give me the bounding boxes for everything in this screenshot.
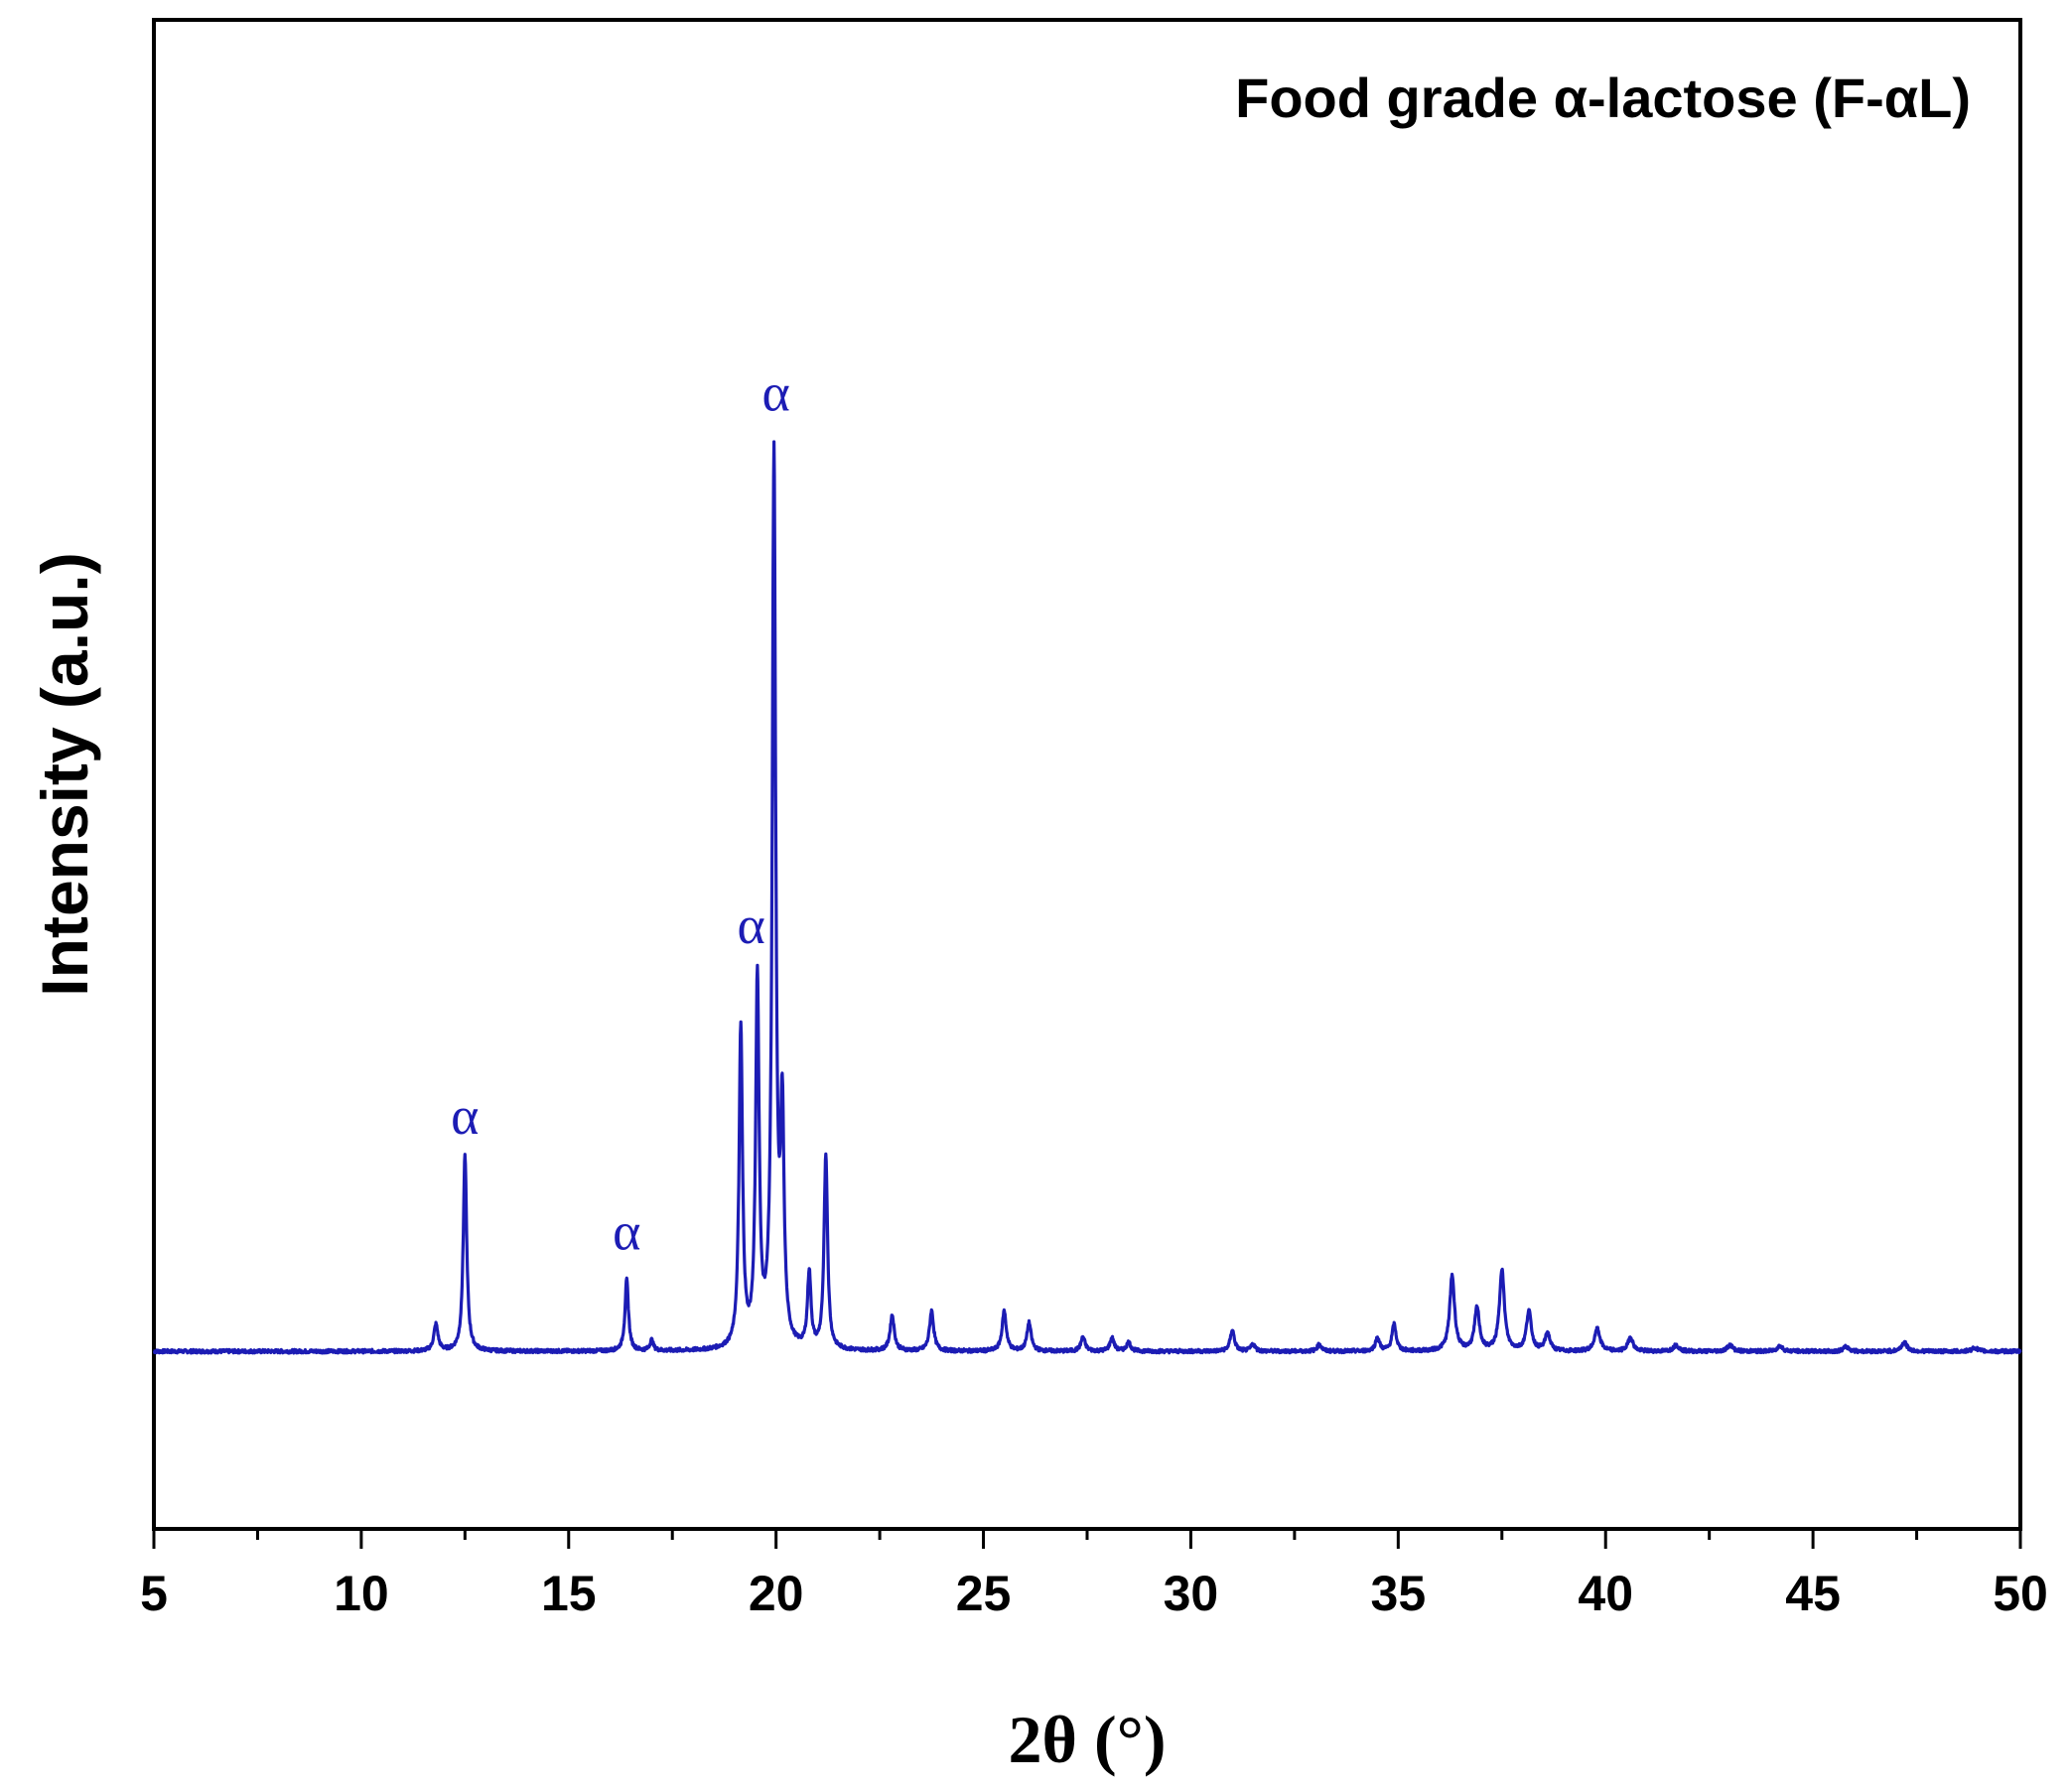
x-axis-tick-labels: 5 10 15 20 25 30 35 40 45 50 (140, 1566, 2048, 1621)
x-tick-label: 45 (1785, 1566, 1841, 1621)
x-tick-label: 50 (1993, 1566, 2048, 1621)
plot-frame (152, 18, 2022, 1531)
x-tick-label: 25 (956, 1566, 1012, 1621)
x-tick-label: 10 (334, 1566, 389, 1621)
x-tick-label: 5 (140, 1566, 168, 1621)
x-tick-label: 20 (749, 1566, 804, 1621)
y-axis-label: Intensity (a.u.) (28, 552, 101, 996)
alpha-peak-label: α (451, 1086, 479, 1146)
x-axis-label: 2θ (°) (1009, 1702, 1167, 1777)
x-tick-label: 35 (1371, 1566, 1427, 1621)
alpha-peak-label: α (613, 1201, 640, 1261)
alpha-peak-label: α (737, 896, 764, 955)
x-tick-label: 15 (541, 1566, 597, 1621)
x-tick-label: 30 (1164, 1566, 1219, 1621)
peak-annotations: α α α α (451, 362, 790, 1261)
x-axis-ticks (152, 1529, 2022, 1549)
alpha-peak-label: α (762, 362, 790, 422)
chart-title: Food grade α-lactose (F-αL) (1235, 67, 1971, 129)
x-tick-label: 40 (1578, 1566, 1633, 1621)
xrd-pattern-line (152, 440, 2022, 1355)
